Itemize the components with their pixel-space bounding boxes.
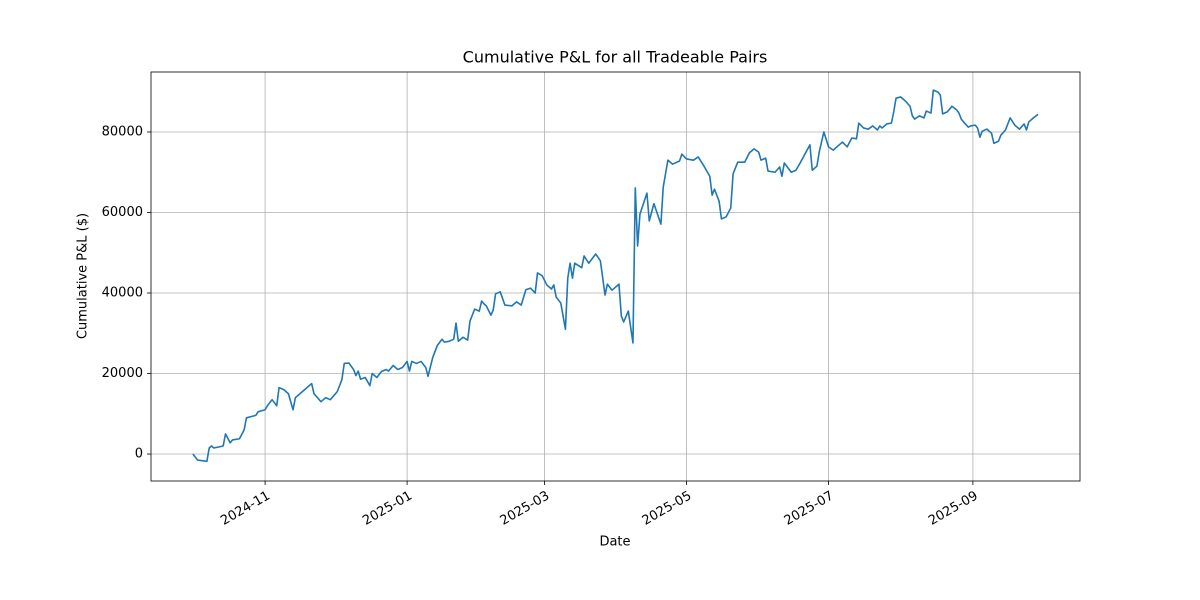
x-axis-label: Date	[599, 535, 630, 550]
y-tick-label: 20000	[102, 366, 143, 381]
chart-title: Cumulative P&L for all Tradeable Pairs	[463, 48, 768, 67]
x-tick-label: 2025-07	[782, 489, 837, 529]
y-axis-label: Cumulative P&L ($)	[76, 213, 91, 339]
y-tick-label: 0	[135, 447, 143, 462]
x-tick-label: 2025-03	[498, 489, 553, 529]
plot-frame	[150, 71, 1081, 482]
x-tick-label: 2025-09	[926, 489, 981, 529]
x-tick-label: 2025-01	[360, 489, 415, 529]
x-tick-label: 2025-05	[640, 489, 695, 529]
y-tick-label: 40000	[102, 286, 143, 301]
x-tick-label: 2024-11	[218, 489, 273, 529]
y-tick-label: 60000	[102, 205, 143, 220]
y-tick-label: 80000	[102, 124, 143, 139]
data-line	[192, 89, 1039, 463]
